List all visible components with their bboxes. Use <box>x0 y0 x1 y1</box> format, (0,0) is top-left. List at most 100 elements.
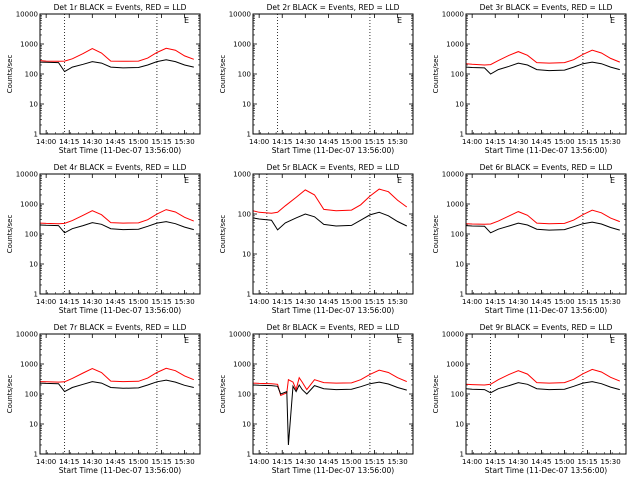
chart-panel-9: Det 9r BLACK = Events, RED = LLD E 1 10 100 1… <box>432 323 627 475</box>
x-tick-label: 15:15 <box>577 298 597 306</box>
x-tick-label: 14:45 <box>531 458 551 466</box>
y-axis-title: Counts/sec <box>219 375 227 414</box>
y-tick-label: 100 <box>451 231 464 239</box>
chart-corner-label: E <box>610 176 615 185</box>
x-tick-label: 14:00 <box>249 138 269 146</box>
x-tick-label: 15:00 <box>554 298 574 306</box>
y-axis-title: Counts/sec <box>6 375 14 414</box>
x-tick-label: 14:15 <box>272 298 292 306</box>
y-tick-label: 100 <box>25 231 38 239</box>
x-tick-label: 14:45 <box>318 298 338 306</box>
series-line-events <box>465 221 620 234</box>
y-tick-label: 1000 <box>20 361 38 369</box>
x-tick-label: 14:00 <box>36 138 56 146</box>
y-tick-label: 1000 <box>446 41 464 49</box>
x-tick-label: 14:30 <box>82 458 102 466</box>
x-tick-label: 15:00 <box>341 458 361 466</box>
y-tick-label: 10 <box>455 101 464 109</box>
x-tick-label: 14:15 <box>272 138 292 146</box>
y-tick-label: 1 <box>34 451 38 459</box>
x-tick-label: 14:30 <box>295 298 315 306</box>
plot-frame <box>39 333 201 455</box>
y-tick-label: 1 <box>460 131 464 139</box>
series-line-events <box>252 381 407 446</box>
x-tick-label: 14:15 <box>485 458 505 466</box>
x-tick-label: 15:30 <box>601 298 621 306</box>
y-tick-label: 100 <box>238 71 251 79</box>
chart-panel-2: Det 2r BLACK = Events, RED = LLD E 1 10 100 1… <box>219 3 414 155</box>
plot-frame <box>39 13 201 135</box>
x-tick-label: 15:00 <box>554 138 574 146</box>
y-tick-label: 10000 <box>442 11 464 19</box>
x-tick-label: 14:30 <box>295 138 315 146</box>
series-line-events <box>465 381 620 394</box>
x-axis-title: Start Time (11-Dec-07 13:56:00) <box>59 146 181 155</box>
chart-corner-label: E <box>610 336 615 345</box>
y-axis-title: Counts/sec <box>6 215 14 254</box>
plot-frame <box>465 13 627 135</box>
x-tick-label: 14:00 <box>249 458 269 466</box>
y-tick-label: 10000 <box>16 171 38 179</box>
series-line-events <box>39 59 194 73</box>
y-tick-label: 10 <box>242 101 251 109</box>
y-tick-label: 10 <box>455 421 464 429</box>
x-tick-label: 15:00 <box>554 458 574 466</box>
x-tick-label: 14:30 <box>82 138 102 146</box>
chart-panel-4: Det 4r BLACK = Events, RED = LLD E 1 10 100 1… <box>6 163 201 315</box>
series-line-lld <box>39 47 194 62</box>
x-tick-label: 15:00 <box>128 298 148 306</box>
y-axis-title: Counts/sec <box>432 55 440 94</box>
y-tick-label: 1000 <box>446 201 464 209</box>
series-line-lld <box>465 209 620 225</box>
y-tick-label: 10 <box>455 261 464 269</box>
x-axis-title: Start Time (11-Dec-07 13:56:00) <box>272 306 394 315</box>
chart-panel-6: Det 6r BLACK = Events, RED = LLD E 1 10 100 1… <box>432 163 627 315</box>
chart-corner-label: E <box>184 16 189 25</box>
series-line-lld <box>39 209 194 225</box>
y-tick-label: 10 <box>29 261 38 269</box>
x-tick-label: 15:30 <box>175 138 195 146</box>
y-tick-label: 10000 <box>229 11 251 19</box>
x-axis-title: Start Time (11-Dec-07 13:56:00) <box>485 466 607 475</box>
x-axis-title: Start Time (11-Dec-07 13:56:00) <box>59 466 181 475</box>
x-axis-title: Start Time (11-Dec-07 13:56:00) <box>59 306 181 315</box>
x-tick-label: 15:30 <box>388 138 408 146</box>
x-axis-title: Start Time (11-Dec-07 13:56:00) <box>272 466 394 475</box>
y-tick-label: 10000 <box>229 331 251 339</box>
x-tick-label: 15:15 <box>577 458 597 466</box>
x-tick-label: 15:15 <box>577 138 597 146</box>
x-tick-label: 14:15 <box>485 138 505 146</box>
x-tick-label: 15:00 <box>341 138 361 146</box>
y-tick-label: 1 <box>247 451 251 459</box>
chart-panel-1: Det 1r BLACK = Events, RED = LLD E 1 10 100 1… <box>6 3 201 155</box>
series-line-lld <box>465 368 620 386</box>
x-tick-label: 14:30 <box>508 138 528 146</box>
y-tick-label: 1 <box>247 291 251 299</box>
series-line-events <box>39 379 194 393</box>
y-axis-title: Counts/sec <box>432 375 440 414</box>
chart-corner-label: E <box>184 176 189 185</box>
x-tick-label: 15:00 <box>341 298 361 306</box>
plot-frame <box>465 333 627 455</box>
x-tick-label: 15:15 <box>364 138 384 146</box>
y-tick-label: 1000 <box>233 361 251 369</box>
y-tick-label: 100 <box>25 391 38 399</box>
chart-panel-8: Det 8r BLACK = Events, RED = LLD E 1 10 100 1… <box>219 323 414 475</box>
x-axis-title: Start Time (11-Dec-07 13:56:00) <box>485 306 607 315</box>
y-tick-label: 10 <box>29 421 38 429</box>
x-tick-label: 14:45 <box>105 458 125 466</box>
y-axis-title: Counts/sec <box>6 55 14 94</box>
x-tick-label: 15:00 <box>128 458 148 466</box>
x-tick-label: 15:00 <box>128 138 148 146</box>
x-tick-label: 15:15 <box>151 138 171 146</box>
y-tick-label: 1000 <box>446 361 464 369</box>
chart-panel-5: Det 5r BLACK = Events, RED = LLD E 1 10 100 1… <box>219 163 414 315</box>
chart-title: Det 9r BLACK = Events, RED = LLD <box>480 323 613 332</box>
chart-corner-label: E <box>397 336 402 345</box>
x-tick-label: 14:00 <box>36 298 56 306</box>
y-axis-title: Counts/sec <box>219 55 227 94</box>
x-tick-label: 14:45 <box>105 298 125 306</box>
series-line-lld <box>252 188 408 214</box>
